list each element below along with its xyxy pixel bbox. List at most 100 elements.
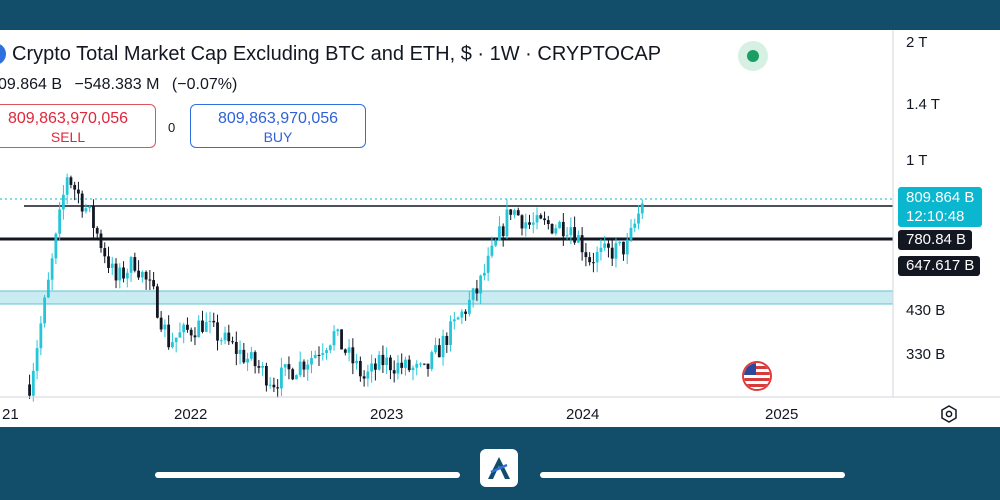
candle-body (261, 365, 265, 368)
candle-body (592, 262, 595, 264)
buy-price: 809,863,970,056 (217, 110, 339, 127)
us-flag-icon[interactable] (742, 361, 772, 391)
candle-body (490, 245, 494, 256)
y-tick-1-4t: 1.4 T (906, 96, 940, 113)
candle-body (516, 210, 520, 216)
candle-body (513, 210, 516, 215)
candle-body (509, 209, 513, 215)
candle-body (595, 251, 599, 263)
candle-body (437, 345, 441, 358)
candle-body (633, 223, 637, 228)
candle-body (77, 189, 80, 194)
candle-body (133, 257, 137, 271)
support-zone (0, 291, 893, 304)
candle-body (546, 220, 550, 224)
candle-body (43, 297, 47, 324)
candle-body (114, 263, 118, 281)
candle-body (276, 387, 280, 389)
candle-body (216, 322, 219, 341)
candle-body (550, 223, 554, 234)
candle-body (340, 329, 343, 350)
ohlc-stats: 09.864 B −548.383 M (−0.07%) (0, 76, 245, 94)
candle-body (125, 272, 129, 279)
candle-body (588, 257, 592, 263)
x-tick-2025: 2025 (765, 406, 799, 423)
symbol-icon (0, 43, 6, 65)
x-tick-2022: 2022 (174, 406, 208, 423)
candle-body (148, 279, 152, 281)
candle-body (295, 375, 298, 380)
candle-body (321, 353, 325, 356)
candle-body (441, 335, 445, 358)
candle-body (208, 320, 212, 323)
live-status-icon[interactable] (738, 41, 768, 71)
sell-button[interactable]: 809,863,970,056 SELL (0, 104, 156, 148)
price-chart[interactable] (0, 30, 1000, 427)
candle-body (569, 227, 573, 236)
candle-body (246, 358, 249, 363)
candle-body (302, 361, 306, 370)
candle-body (573, 227, 577, 243)
candle-body (291, 369, 295, 380)
candle-body (422, 363, 426, 365)
candle-body (377, 354, 381, 370)
candle-body (155, 286, 159, 318)
candle-body (426, 363, 430, 369)
candle-body (580, 235, 584, 253)
candle-body (460, 311, 464, 318)
candle-body (80, 193, 84, 212)
candle-body (280, 367, 283, 389)
candle-body (28, 384, 31, 396)
candle-body (584, 252, 588, 258)
candle-body (640, 203, 644, 214)
candle-body (140, 271, 144, 278)
candle-body (219, 340, 223, 342)
chart-title-text: Crypto Total Market Cap Excluding BTC an… (12, 42, 662, 65)
spread-value: 0 (168, 120, 176, 135)
candle-body (129, 257, 133, 273)
y-tick-330b: 330 B (906, 346, 946, 363)
candle-body (99, 233, 103, 249)
candle-body (118, 267, 122, 281)
app-logo-icon[interactable] (480, 449, 518, 487)
candle-body (452, 319, 456, 322)
candle-body (467, 299, 471, 314)
candle-body (486, 255, 490, 273)
candle-body (253, 352, 257, 367)
last-price-label: 809.864 B (906, 189, 975, 206)
candle-body (622, 241, 625, 255)
candle-body (419, 363, 422, 365)
candle-body (62, 194, 65, 210)
candle-body (310, 358, 313, 365)
candle-body (483, 272, 486, 276)
candle-body (358, 360, 362, 377)
candle-body (524, 222, 528, 229)
candle-body (287, 364, 291, 370)
candle-body (396, 362, 400, 374)
candle-body (92, 206, 95, 228)
change-percent: (−0.07%) (171, 76, 238, 93)
candle-body (212, 320, 216, 323)
candle-body (576, 235, 580, 243)
candle-body (167, 324, 171, 348)
candle-body (528, 222, 531, 225)
candle-body (137, 270, 140, 278)
candle-body (231, 341, 234, 343)
candle-body (637, 213, 640, 224)
chart-area[interactable]: Crypto Total Market Cap Excluding BTC an… (0, 30, 1000, 427)
candle-body (347, 347, 351, 353)
buy-button[interactable]: 809,863,970,056 BUY (190, 104, 366, 148)
candle-body (197, 320, 201, 338)
candle-body (73, 184, 77, 190)
candle-body (336, 329, 340, 332)
candle-body (561, 221, 565, 237)
candle-body (370, 363, 374, 372)
candle-body (298, 361, 302, 376)
candle-body (174, 337, 178, 343)
settings-icon[interactable] (940, 405, 958, 423)
candle-body (505, 209, 509, 237)
x-tick-2021: 21 (2, 406, 19, 423)
candle-body (381, 354, 385, 366)
y-tick-2t: 2 T (906, 34, 928, 51)
candle-body (554, 228, 558, 234)
